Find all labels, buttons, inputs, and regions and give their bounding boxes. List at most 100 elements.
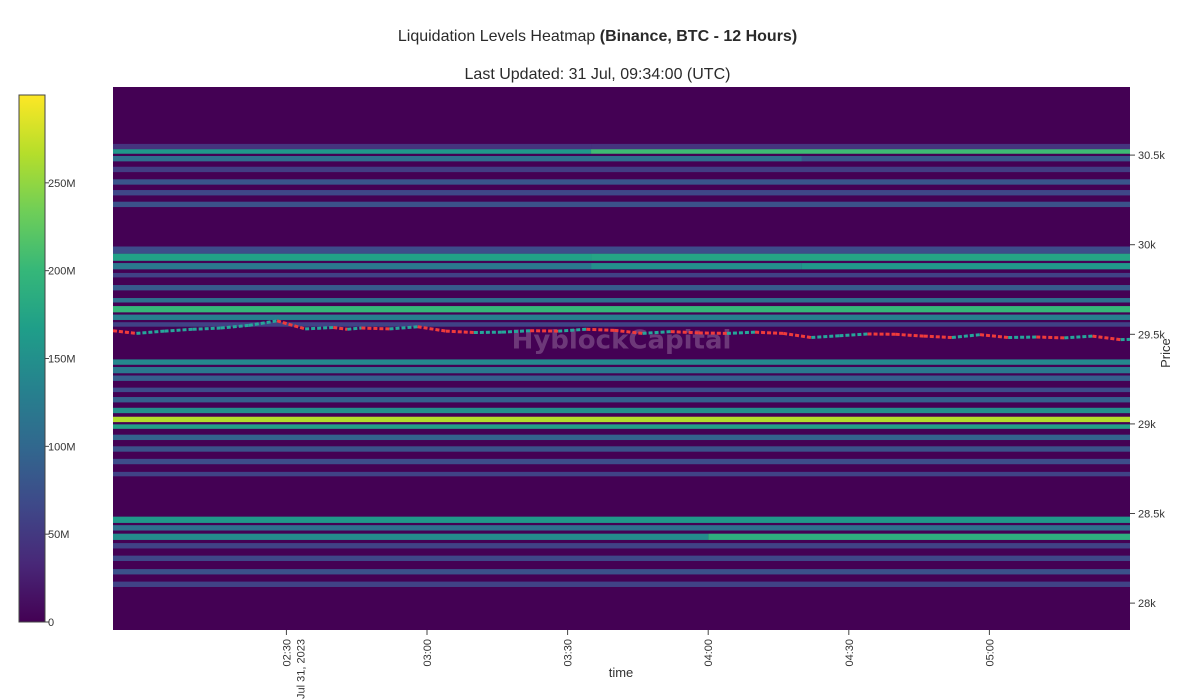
price-line-segment — [670, 330, 699, 335]
chart-title-bold: (Binance, BTC - 12 Hours) — [599, 28, 798, 45]
price-line-segment — [164, 327, 193, 333]
heatmap-band-21-0 — [113, 407, 1130, 414]
heatmap-band-8-0 — [113, 253, 592, 261]
x-tick-sublabel: Jul 31, 2023 — [295, 639, 307, 699]
price-line-segment — [1008, 335, 1037, 340]
price-line-segment — [755, 330, 784, 335]
heatmap-band-5-0 — [113, 190, 1130, 196]
heatmap-band-19-0 — [113, 387, 1130, 393]
x-tick-label: 03:30 — [563, 639, 575, 667]
heatmap-bands — [113, 143, 1130, 587]
heatmap-band-0-0 — [113, 143, 592, 151]
heatmap-band-23-0 — [113, 424, 1130, 429]
price-line-segment — [811, 334, 840, 340]
price-line-segment — [614, 328, 643, 335]
heatmap-band-13-0 — [113, 306, 1130, 313]
heatmap-band-34-0 — [113, 581, 1130, 587]
x-tick-label: 04:30 — [844, 639, 856, 667]
heatmap-band-17-0 — [113, 367, 1130, 374]
heatmap-band-20-0 — [113, 397, 1130, 403]
price-line-segment — [782, 331, 812, 340]
price-line-segment — [1092, 334, 1121, 342]
colorbar-tick-label: 0 — [48, 617, 54, 629]
y-tick-label: 30k — [1138, 240, 1156, 252]
heatmap-band-28-0 — [113, 516, 1130, 523]
heatmap-band-8-1 — [591, 253, 1130, 261]
y-axis: 28k 28.5k 29k 29.5k 30k 30.5k — [1130, 150, 1165, 610]
x-tick-label: 04:00 — [703, 639, 715, 667]
y-tick-label: 28.5k — [1138, 509, 1165, 521]
price-line-segment — [1064, 334, 1093, 340]
colorbar-tick-label: 250M — [48, 178, 76, 190]
price-line-segment — [726, 330, 756, 335]
heatmap-band-2-1 — [801, 155, 1130, 162]
price-line-segment — [979, 333, 1009, 340]
heatmap-band-2-0 — [113, 155, 802, 162]
price-line-segment — [923, 334, 952, 340]
heatmap-band-24-0 — [113, 434, 1130, 441]
colorbar-gradient — [18, 94, 46, 623]
price-line-segment — [389, 325, 418, 331]
x-axis-title: time — [609, 665, 634, 680]
heatmap-band-29-0 — [113, 525, 1130, 531]
price-line-segment — [951, 333, 981, 340]
heatmap-band-33-0 — [113, 569, 1130, 575]
colorbar-tick-label: 100M — [48, 441, 76, 453]
price-line-segment — [698, 331, 727, 335]
price-line-segment — [586, 327, 615, 332]
price-line-segment — [361, 326, 390, 331]
price-line-segment — [501, 329, 531, 334]
x-tick-label: 02:30 — [281, 639, 293, 667]
heatmap-band-14-0 — [113, 314, 1130, 320]
chart-title: Liquidation Levels Heatmap (Binance, BTC… — [0, 28, 1195, 46]
price-line — [113, 319, 1130, 342]
heatmap-band-31-0 — [113, 543, 1130, 549]
price-line-segment — [333, 326, 348, 331]
heatmap-band-30-1 — [708, 533, 1130, 540]
price-line-segment — [839, 332, 868, 338]
price-line-segment — [558, 327, 587, 333]
price-line-segment — [136, 329, 165, 335]
heatmap-band-9-0 — [113, 263, 592, 270]
heatmap-band-10-0 — [113, 272, 1130, 278]
price-line-segment — [220, 323, 250, 330]
heatmap-band-11-0 — [113, 285, 1130, 291]
heatmap-band-27-0 — [113, 471, 1130, 477]
heatmap-band-7-0 — [113, 246, 1130, 254]
heatmap-band-1-0 — [113, 149, 592, 154]
heatmap-band-9-1 — [591, 263, 802, 270]
heatmap-band-1-1 — [591, 149, 1130, 154]
y-tick-label: 30.5k — [1138, 150, 1165, 162]
price-line-segment — [445, 329, 474, 335]
price-line-segment — [347, 326, 362, 331]
colorbar-tick-label: 50M — [48, 529, 69, 541]
heatmap-band-9-2 — [801, 263, 1130, 270]
price-line-segment — [248, 319, 278, 327]
heatmap-band-22-0 — [113, 416, 1130, 423]
y-tick-label: 29k — [1138, 419, 1156, 431]
chart-title-main: Liquidation Levels Heatmap — [397, 28, 596, 45]
heatmap-band-12-0 — [113, 298, 1130, 303]
price-line-segment — [642, 330, 671, 335]
heatmap-band-18-0 — [113, 375, 1130, 381]
y-axis-title: Price — [1158, 338, 1173, 368]
heatmap-band-26-0 — [113, 458, 1130, 465]
price-line-segment — [1036, 335, 1065, 340]
heatmap-band-32-0 — [113, 555, 1130, 562]
price-line-segment — [113, 329, 137, 335]
y-tick-label: 29.5k — [1138, 329, 1165, 341]
x-axis: 02:30 Jul 31, 2023 03:00 03:30 04:00 04:30 05:… — [281, 630, 996, 699]
heatmap-band-6-0 — [113, 201, 1130, 208]
heatmap-band-25-0 — [113, 446, 1130, 452]
heatmap-band-30-0 — [113, 533, 709, 540]
price-line-segment — [305, 325, 334, 331]
price-line-segment — [417, 325, 446, 333]
x-tick-label: 05:00 — [984, 639, 996, 667]
colorbar: 0 50M 100M 150M 200M 250M — [18, 94, 76, 629]
heatmap-band-16-0 — [113, 359, 1130, 365]
price-line-segment — [895, 332, 924, 338]
y-tick-label: 28k — [1138, 598, 1156, 610]
price-line-segment — [192, 326, 221, 331]
heatmap-band-0-1 — [591, 143, 1130, 151]
